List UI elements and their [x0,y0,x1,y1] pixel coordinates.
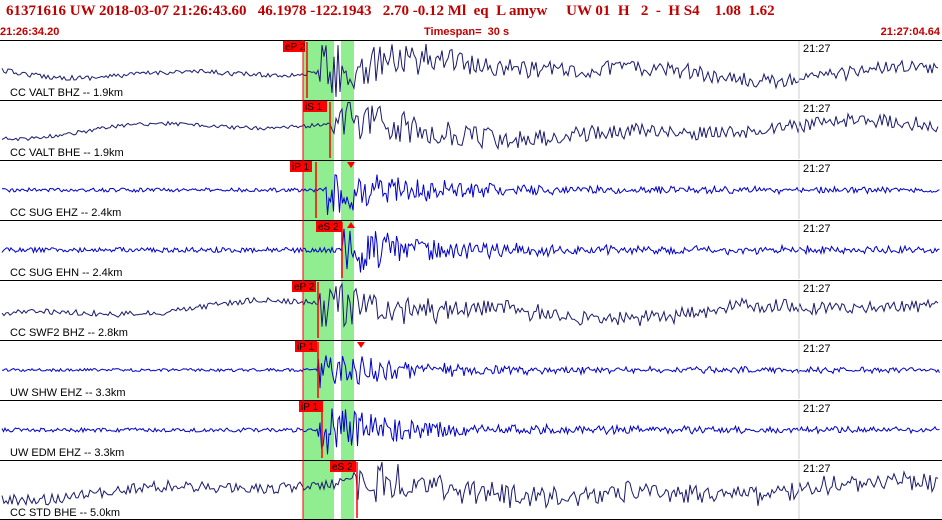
waveform [1,102,939,151]
station-label: CC STD BHE -- 5.0km [10,507,120,519]
trace-row[interactable]: eP 2 21:27 CC VALT BHZ -- 1.9km [0,40,942,100]
pick-flag[interactable] [283,41,305,52]
pick-label: eP 2 [294,282,315,293]
pick-label: iS 1 [305,102,323,113]
trace-row[interactable]: iP 1 21:27 CC SUG EHZ -- 2.4km [0,160,942,220]
time-mark: 21:27 [803,43,831,55]
pick-flag[interactable] [299,401,323,412]
time-mark: 21:27 [803,403,831,415]
pick-label: iP 1 [297,342,314,353]
waveform [1,43,939,97]
polarity-tick [347,222,355,228]
pick-flag[interactable] [303,101,327,112]
station-label: CC SUG EHZ -- 2.4km [10,207,121,219]
seismogram-panel[interactable]: eP 2 21:27 CC VALT BHZ -- 1.9km iS 1 21:27 CC… [0,40,942,520]
time-mark: 21:27 [803,103,831,115]
waveform [1,461,939,509]
station-label: CC SWF2 BHZ -- 2.8km [10,327,128,339]
trace-row[interactable]: iP 1 21:27 UW EDM EHZ -- 3.3km [0,400,942,460]
waveform [1,174,940,215]
time-mark: 21:27 [803,223,831,235]
trace-row[interactable]: iP 1 21:27 UW SHW EHZ -- 3.3km [0,340,942,400]
trace-row[interactable]: eP 2 21:27 CC SWF2 BHZ -- 2.8km [0,280,942,340]
time-mark: 21:27 [803,343,831,355]
trace-row[interactable]: eS 2 21:27 CC SUG EHN -- 2.4km [0,220,942,280]
station-label: CC SUG EHN -- 2.4km [10,267,122,279]
pick-label: eS 2 [332,462,353,473]
waveform [1,282,939,328]
pick-label: eS 2 [318,222,339,233]
station-label: CC VALT BHZ -- 1.9km [10,87,123,99]
waveform [1,408,940,455]
polarity-tick [347,162,355,168]
pick-label: iP 1 [292,162,309,173]
station-label: CC VALT BHE -- 1.9km [10,147,124,159]
polarity-tick [357,342,365,348]
time-mark: 21:27 [803,463,831,475]
station-label: UW EDM EHZ -- 3.3km [10,447,124,459]
timespan: Timespan= 30 s [424,26,510,38]
pick-flag[interactable] [290,161,312,172]
start-time: 21:26:34.20 [0,26,60,38]
waveform [1,228,940,273]
pick-flag[interactable] [295,341,317,352]
waveform [1,355,940,389]
station-label: UW SHW EHZ -- 3.3km [10,387,126,399]
event-header: 61371616 UW 2018-03-07 21:26:43.60 46.19… [0,0,942,40]
pick-flag[interactable] [316,221,342,232]
pick-flag[interactable] [292,281,316,292]
time-mark: 21:27 [803,163,831,175]
time-mark: 21:27 [803,283,831,295]
trace-row[interactable]: eS 2 21:27 CC STD BHE -- 5.0km [0,460,942,520]
end-time: 21:27:04.64 [880,26,940,38]
pick-label: iP 1 [301,402,318,413]
pick-label: eP 2 [285,42,306,53]
trace-row[interactable]: iS 1 21:27 CC VALT BHE -- 1.9km [0,100,942,160]
event-summary: 61371616 UW 2018-03-07 21:26:43.60 46.19… [6,3,775,19]
pick-flag[interactable] [330,461,356,472]
